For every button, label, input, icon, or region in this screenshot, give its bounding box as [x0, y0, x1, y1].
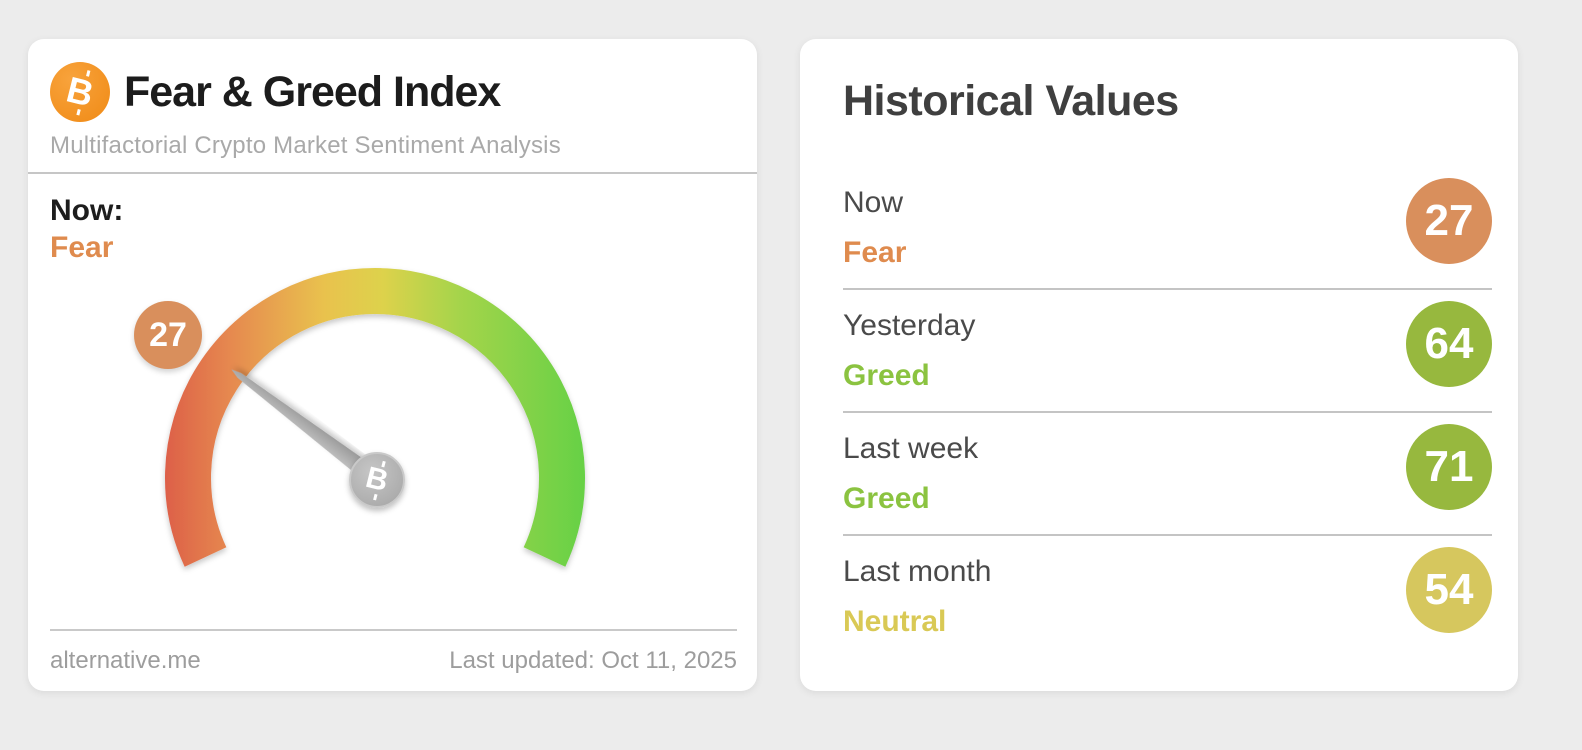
row-value-badge: 27 — [1406, 178, 1492, 264]
card-subtitle: Multifactorial Crypto Market Sentiment A… — [50, 132, 561, 159]
row-value-badge: 54 — [1406, 547, 1492, 633]
last-updated-text: Last updated: Oct 11, 2025 — [449, 647, 737, 674]
historical-row-now: Now Fear 27 — [843, 167, 1492, 290]
now-classification: Fear — [50, 231, 114, 264]
row-classification: Greed — [843, 482, 930, 515]
row-label: Yesterday — [843, 309, 976, 342]
row-label: Last week — [843, 432, 979, 465]
now-label: Now: — [50, 194, 124, 227]
historical-row-last-week: Last week Greed 71 — [843, 413, 1492, 536]
historical-title: Historical Values — [843, 77, 1179, 125]
card-header: B Fear & Greed Index Multifactorial Cryp… — [28, 39, 757, 174]
row-label: Now — [843, 186, 904, 219]
gauge-value-badge: 27 — [134, 301, 202, 369]
card-title: Fear & Greed Index — [124, 67, 501, 116]
card-footer: alternative.me Last updated: Oct 11, 202… — [50, 629, 737, 691]
row-classification: Neutral — [843, 605, 947, 638]
bitcoin-icon: B — [50, 62, 110, 122]
gauge-chart — [165, 268, 585, 567]
current-sentiment: Now: Fear — [28, 174, 757, 265]
row-label: Last month — [843, 555, 992, 588]
historical-values-card: Historical Values Now Fear 27 Yesterday … — [800, 39, 1518, 691]
gauge-needle — [231, 369, 381, 486]
row-value-badge: 64 — [1406, 301, 1492, 387]
row-value-badge: 71 — [1406, 424, 1492, 510]
source-link[interactable]: alternative.me — [50, 647, 201, 674]
historical-row-yesterday: Yesterday Greed 64 — [843, 290, 1492, 413]
historical-row-last-month: Last month Neutral 54 — [843, 536, 1492, 657]
gauge-needle-hub-bitcoin-icon: B — [349, 452, 405, 508]
row-classification: Fear — [843, 236, 907, 269]
fear-greed-card: B Fear & Greed Index Multifactorial Cryp… — [28, 39, 757, 691]
row-classification: Greed — [843, 359, 930, 392]
gauge-arc — [165, 268, 585, 567]
